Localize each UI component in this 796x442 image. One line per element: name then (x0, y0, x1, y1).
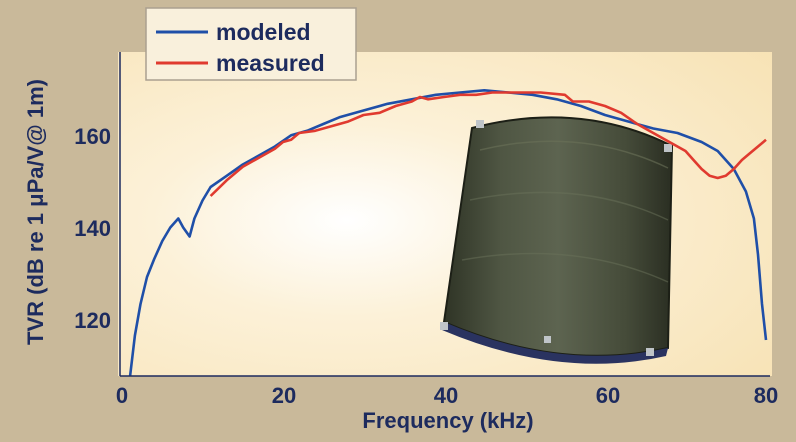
x-tick-label: 60 (596, 383, 620, 408)
series-line-measured (209, 91, 767, 197)
x-tick-label: 80 (754, 383, 778, 408)
transducer-photo (440, 116, 674, 364)
x-axis-label: Frequency (kHz) (362, 408, 533, 433)
y-axis-label: TVR (dB re 1 μPa/V@ 1m) (23, 79, 48, 345)
legend-label-measured: measured (216, 50, 325, 76)
y-tick-label: 120 (74, 308, 111, 333)
legend-box (145, 7, 357, 81)
x-tick-label: 0 (116, 383, 128, 408)
y-tick-label: 140 (74, 216, 111, 241)
y-tick-label: 160 (74, 124, 111, 149)
legend-label-modeled: modeled (216, 19, 311, 45)
series-layer (128, 89, 768, 377)
legend: modeled measured (145, 7, 357, 81)
x-tick-label: 20 (272, 383, 296, 408)
x-tick-label: 40 (434, 383, 458, 408)
series-line-modeled (128, 89, 768, 377)
